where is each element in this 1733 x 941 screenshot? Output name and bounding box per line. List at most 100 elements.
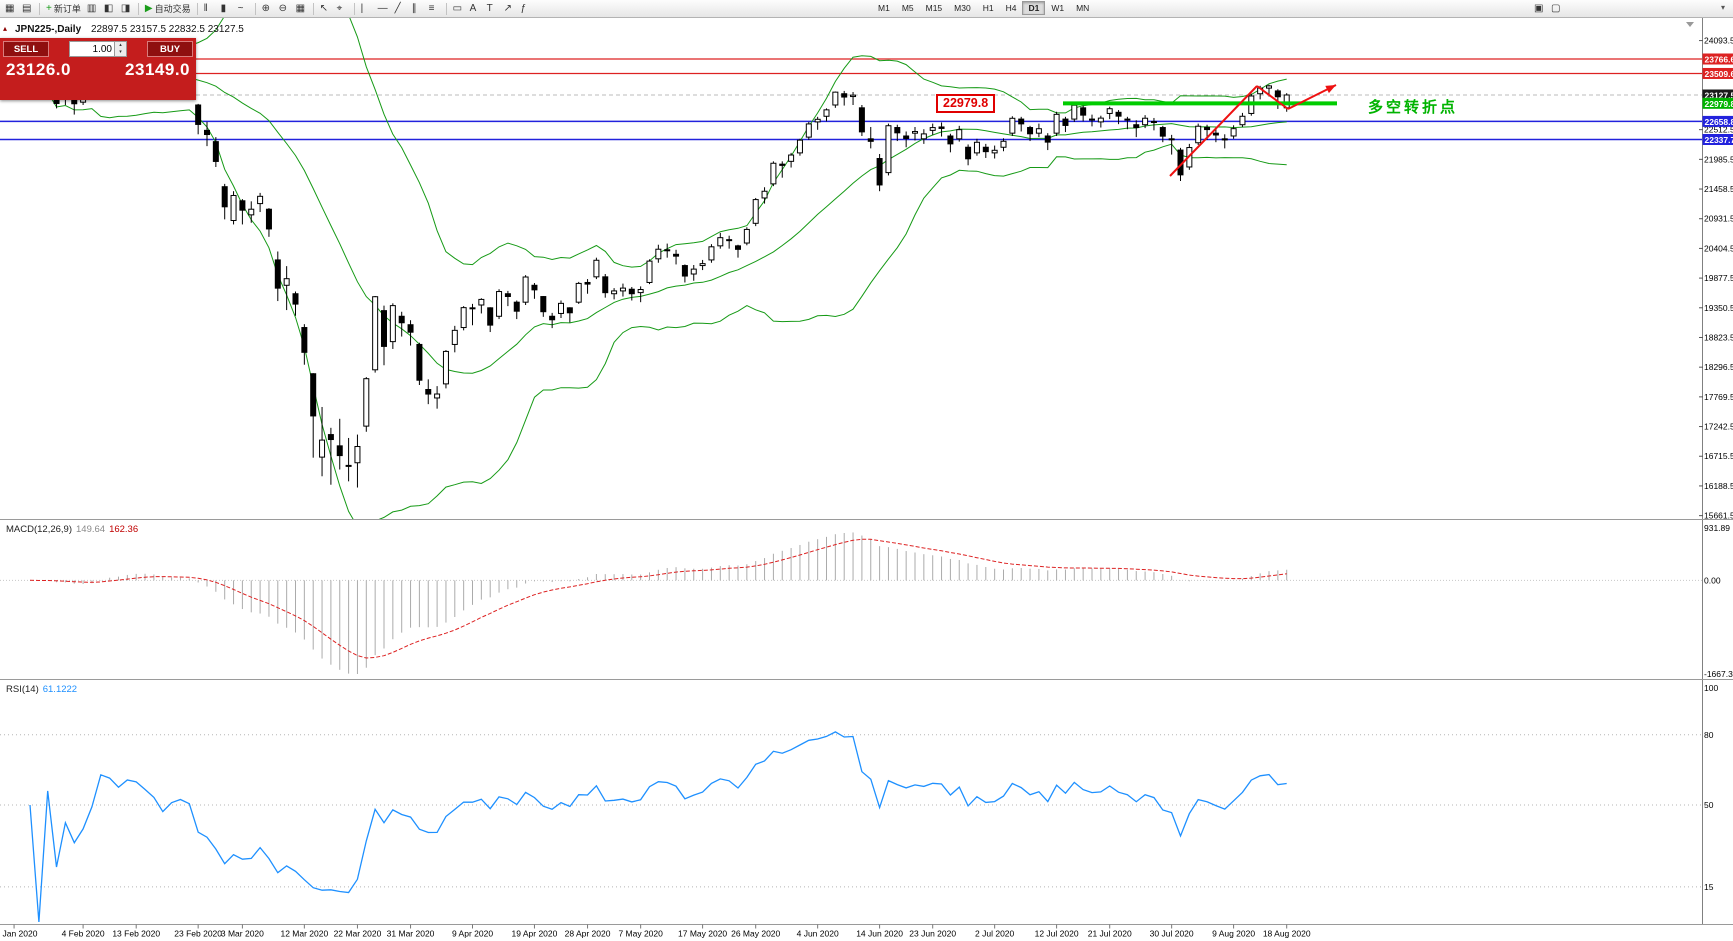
price-axis-label: 22512.5 [1704, 125, 1733, 135]
timeframe-h4[interactable]: H4 [1000, 1, 1023, 15]
volume-down-icon[interactable]: ▾ [119, 49, 122, 55]
toolbar-separator [312, 2, 314, 15]
price-axis[interactable]: 24093.5 22512.5 21985.5 21458.5 20931.5 20404… [1699, 17, 1733, 924]
date-axis-label: 3 Mar 2020 [221, 929, 264, 939]
macd-histogram [38, 532, 1288, 674]
timeframe-mn[interactable]: MN [1070, 1, 1095, 15]
shapes-button[interactable]: ▭ [450, 1, 467, 16]
sell-button[interactable]: SELL [3, 41, 49, 57]
fibonacci-icon: ≡ [428, 2, 435, 14]
axis-badge-label: 22337.7 [1705, 135, 1733, 145]
macd-name: MACD(12,26,9) [6, 524, 72, 535]
timeframe-d1[interactable]: D1 [1022, 1, 1046, 15]
docking-button[interactable]: ▣ [1531, 1, 1548, 16]
docking-icon: ▣ [1534, 2, 1544, 14]
fibonacci-button[interactable]: ≡ [426, 1, 443, 16]
price-axis-label: 21458.5 [1704, 184, 1733, 194]
label-button[interactable]: T [484, 1, 501, 16]
bar-chart-button[interactable]: ‖ [201, 1, 218, 16]
fullscreen-button[interactable]: ▢ [1548, 1, 1565, 16]
vertical-line-button[interactable]: | [358, 1, 375, 16]
crosshair-icon: ⌖ [336, 2, 343, 14]
navigator-button[interactable]: ◨ [118, 1, 135, 16]
date-axis-label: 2 Jul 2020 [975, 929, 1014, 939]
rsi-axis-label: 15 [1704, 882, 1714, 892]
trendline-button[interactable]: ╱ [392, 1, 409, 16]
price-axis-label: 15661.5 [1704, 511, 1733, 521]
tile-windows-button[interactable]: ▦ [293, 1, 310, 16]
axis-price-badge [1702, 89, 1733, 101]
rsi-value: 61.1222 [42, 684, 78, 695]
price-axis-label: 21985.5 [1704, 154, 1733, 164]
new-chart-button[interactable]: ▦ [2, 1, 19, 16]
zoom-out-button[interactable]: ⊖ [276, 1, 293, 16]
timeframe-h1[interactable]: H1 [977, 1, 1000, 15]
horizontal-line-button[interactable]: — [375, 1, 392, 16]
date-axis-label: 14 Jun 2020 [856, 929, 903, 939]
indicators-button[interactable]: ƒ [518, 1, 535, 16]
trendline-icon: ╱ [394, 2, 401, 14]
toolbar-separator [254, 2, 256, 15]
date-axis-label: 12 Jul 2020 [1035, 929, 1079, 939]
market-watch-button[interactable]: ▥ [84, 1, 101, 16]
timeframe-w1[interactable]: W1 [1045, 1, 1070, 15]
candlestick-chart-button[interactable]: ▮ [218, 1, 235, 16]
date-axis-label: 12 Mar 2020 [280, 929, 328, 939]
timeframe-m5[interactable]: M5 [896, 1, 920, 15]
new-order-button[interactable]: + 新订单 [43, 1, 84, 16]
toolbar-right-group: ▣ ▢ [1531, 1, 1565, 16]
cursor-button[interactable]: ↖ [317, 1, 334, 16]
profiles-button[interactable]: ▤ [19, 1, 36, 16]
zoom-out-icon: ⊖ [278, 2, 287, 14]
arrows-button[interactable]: ↗ [501, 1, 518, 16]
horizontal-line-icon: — [377, 2, 388, 14]
line-chart-button[interactable]: ~ [235, 1, 252, 16]
timeframe-m30[interactable]: M30 [948, 1, 977, 15]
sell-price[interactable]: 23126.0 [6, 60, 71, 79]
axis-badge-label: 23509.6 [1705, 69, 1733, 79]
date-axis[interactable]: 26 Jan 2020 4 Feb 2020 13 Feb 2020 23 Feb 2… [0, 924, 1311, 939]
date-axis-label: 23 Jun 2020 [909, 929, 956, 939]
label-icon: T [486, 2, 493, 14]
trend-line[interactable] [1256, 85, 1289, 110]
shapes-icon: ▭ [452, 2, 463, 14]
volume-input[interactable] [69, 41, 115, 57]
data-window-button[interactable]: ◧ [101, 1, 118, 16]
axis-badge-label: 23127.5 [1705, 91, 1733, 101]
macd-indicator-label: MACD(12,26,9) 149.64 162.36 [6, 524, 138, 535]
trend-line[interactable] [1169, 85, 1258, 177]
market-watch-icon: ▥ [86, 2, 97, 14]
line-chart-icon: ~ [237, 2, 244, 14]
autotrading-button[interactable]: ▶ 自动交易 [142, 1, 194, 16]
tile-windows-icon: ▦ [295, 2, 306, 14]
vertical-line-icon: | [360, 2, 364, 14]
date-axis-label: 4 Feb 2020 [62, 929, 105, 939]
crosshair-button[interactable]: ⌖ [334, 1, 351, 16]
rsi-panel [0, 731, 1702, 923]
axis-badge-label: 22979.8 [1705, 99, 1733, 109]
price-axis-label: 16715.5 [1704, 451, 1733, 461]
toolbar-button-label: 自动交易 [154, 4, 191, 14]
timeframe-m15[interactable]: M15 [920, 1, 949, 15]
cursor-icon: ↖ [319, 2, 328, 14]
buy-button[interactable]: BUY [147, 41, 193, 57]
date-axis-label: 19 Apr 2020 [512, 929, 558, 939]
chart-shift-marker[interactable] [1686, 22, 1694, 27]
channel-button[interactable]: ∥ [409, 1, 426, 16]
axis-badge-label: 22658.8 [1705, 117, 1733, 127]
zoom-in-button[interactable]: ⊕ [259, 1, 276, 16]
timeframe-m1[interactable]: M1 [872, 1, 896, 15]
toolbar-overflow-button[interactable]: ▾ [1715, 2, 1731, 13]
toolbar-left-group: ▦ ▤ + 新订单 ▥ ◧ ◨ ▶ 自动交易 ‖ ▮ ~ ⊕ ⊖ ▦ ↖ ⌖ | — ╱ ∥ ≡ ▭ A T ↗ ƒ [0, 0, 535, 17]
volume-up-icon[interactable]: ▴ [119, 42, 122, 48]
macd-axis-label: 931.89 [1704, 523, 1730, 533]
turning-point-note[interactable]: 多空转折点 [1368, 99, 1459, 116]
price-axis-label: 17769.5 [1704, 392, 1733, 402]
price-level-callout[interactable]: 22979.8 [936, 94, 996, 113]
oneclick-collapse-icon[interactable]: ▴ [3, 24, 8, 33]
zoom-in-icon: ⊕ [261, 2, 270, 14]
buy-price[interactable]: 23149.0 [125, 60, 190, 79]
text-button[interactable]: A [467, 1, 484, 16]
bollinger-lower-band [29, 82, 1287, 519]
